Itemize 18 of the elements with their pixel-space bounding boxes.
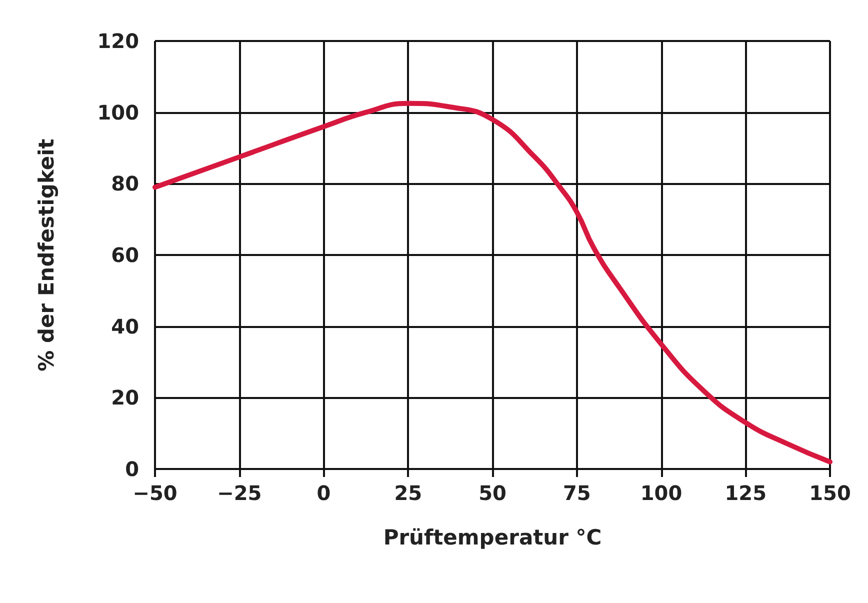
- x-tick-label: 75: [562, 481, 591, 505]
- y-tick-label: 60: [111, 243, 139, 267]
- x-tick-label: 125: [724, 481, 766, 505]
- y-tick-label: 40: [111, 314, 139, 338]
- y-tick-label: 100: [97, 100, 139, 124]
- x-tick-label: −25: [217, 481, 262, 505]
- y-tick-label: 20: [111, 386, 139, 410]
- y-tick-label: 0: [125, 457, 139, 481]
- x-tick-label: 25: [394, 481, 422, 505]
- y-tick-label: 80: [111, 172, 139, 196]
- x-tick-label: 0: [316, 481, 331, 505]
- y-tick-label: 120: [97, 29, 139, 53]
- x-axis-title: Prüftemperatur °C: [383, 526, 602, 550]
- x-tick-label: 150: [809, 481, 851, 505]
- x-tick-label: 50: [478, 481, 506, 505]
- y-axis-title: % der Endfestigkeit: [34, 138, 58, 372]
- x-tick-label: 100: [640, 481, 682, 505]
- x-tick-label: −50: [132, 481, 178, 505]
